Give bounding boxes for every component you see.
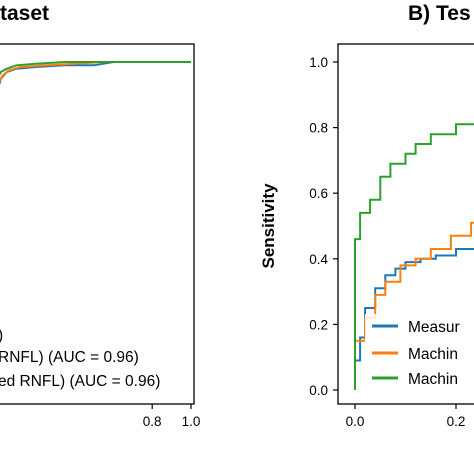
panel-a-title: taset (0, 2, 49, 25)
panel-a-series-3-line (0, 61, 191, 76)
panel-b-series (354, 123, 474, 390)
panel-a-legend: ) RNFL) (AUC = 0.96) ed RNFL) (AUC = 0.9… (0, 327, 160, 390)
panel-b-x-ticks: 0.0 0.2 (346, 404, 466, 429)
panel-b-y-axis-label: Sensitivity (259, 183, 278, 269)
panel-b-series-1-line (354, 248, 474, 390)
panel-a-legend-entry-1: ) (0, 327, 3, 344)
panel-b-y-tick-label: 1.0 (309, 55, 328, 70)
panel-a-x-tick-label: 0.8 (143, 414, 162, 429)
panel-b-series-2-line (354, 221, 474, 390)
panel-b-series-3-line (354, 123, 474, 390)
panel-a-x-tick-label: 1.0 (182, 414, 201, 429)
panel-b-y-tick-label: 0.0 (309, 383, 328, 398)
panel-b-legend: Measur Machin Machin (372, 319, 460, 388)
panel-b-y-tick-label: 0.2 (309, 317, 328, 332)
panel-b-y-tick-label: 0.4 (309, 252, 328, 267)
panel-b-y-ticks: 0.0 0.2 0.4 0.6 0.8 1.0 (309, 55, 338, 398)
panel-a-legend-entry-2: RNFL) (AUC = 0.96) (0, 349, 139, 366)
panel-b: B) Tes Sensitivity 0.0 0.2 0.4 0.6 0.8 1.0 0.… (259, 2, 474, 429)
panel-b-y-tick-label: 0.8 (309, 121, 328, 136)
panel-a-x-ticks: 0.8 1.0 (143, 404, 201, 429)
panel-b-x-tick-label: 0.2 (447, 414, 466, 429)
panel-a-series (0, 61, 191, 86)
panel-b-x-tick-label: 0.0 (346, 414, 365, 429)
panel-a-legend-entry-3: ed RNFL) (AUC = 0.96) (0, 373, 160, 390)
panel-b-title: B) Tes (408, 2, 471, 25)
panel-b-legend-label-1: Measur (408, 319, 460, 336)
panel-b-y-tick-label: 0.6 (309, 186, 328, 201)
panel-b-legend-label-2: Machin (408, 346, 458, 363)
panel-a: taset 0.8 1.0 ) RNFL) (AUC = 0.96) ed RNF… (0, 2, 200, 429)
panel-a-axes-frame (0, 43, 195, 405)
panel-b-axes-frame (337, 43, 474, 405)
panel-b-legend-label-3: Machin (408, 371, 458, 388)
